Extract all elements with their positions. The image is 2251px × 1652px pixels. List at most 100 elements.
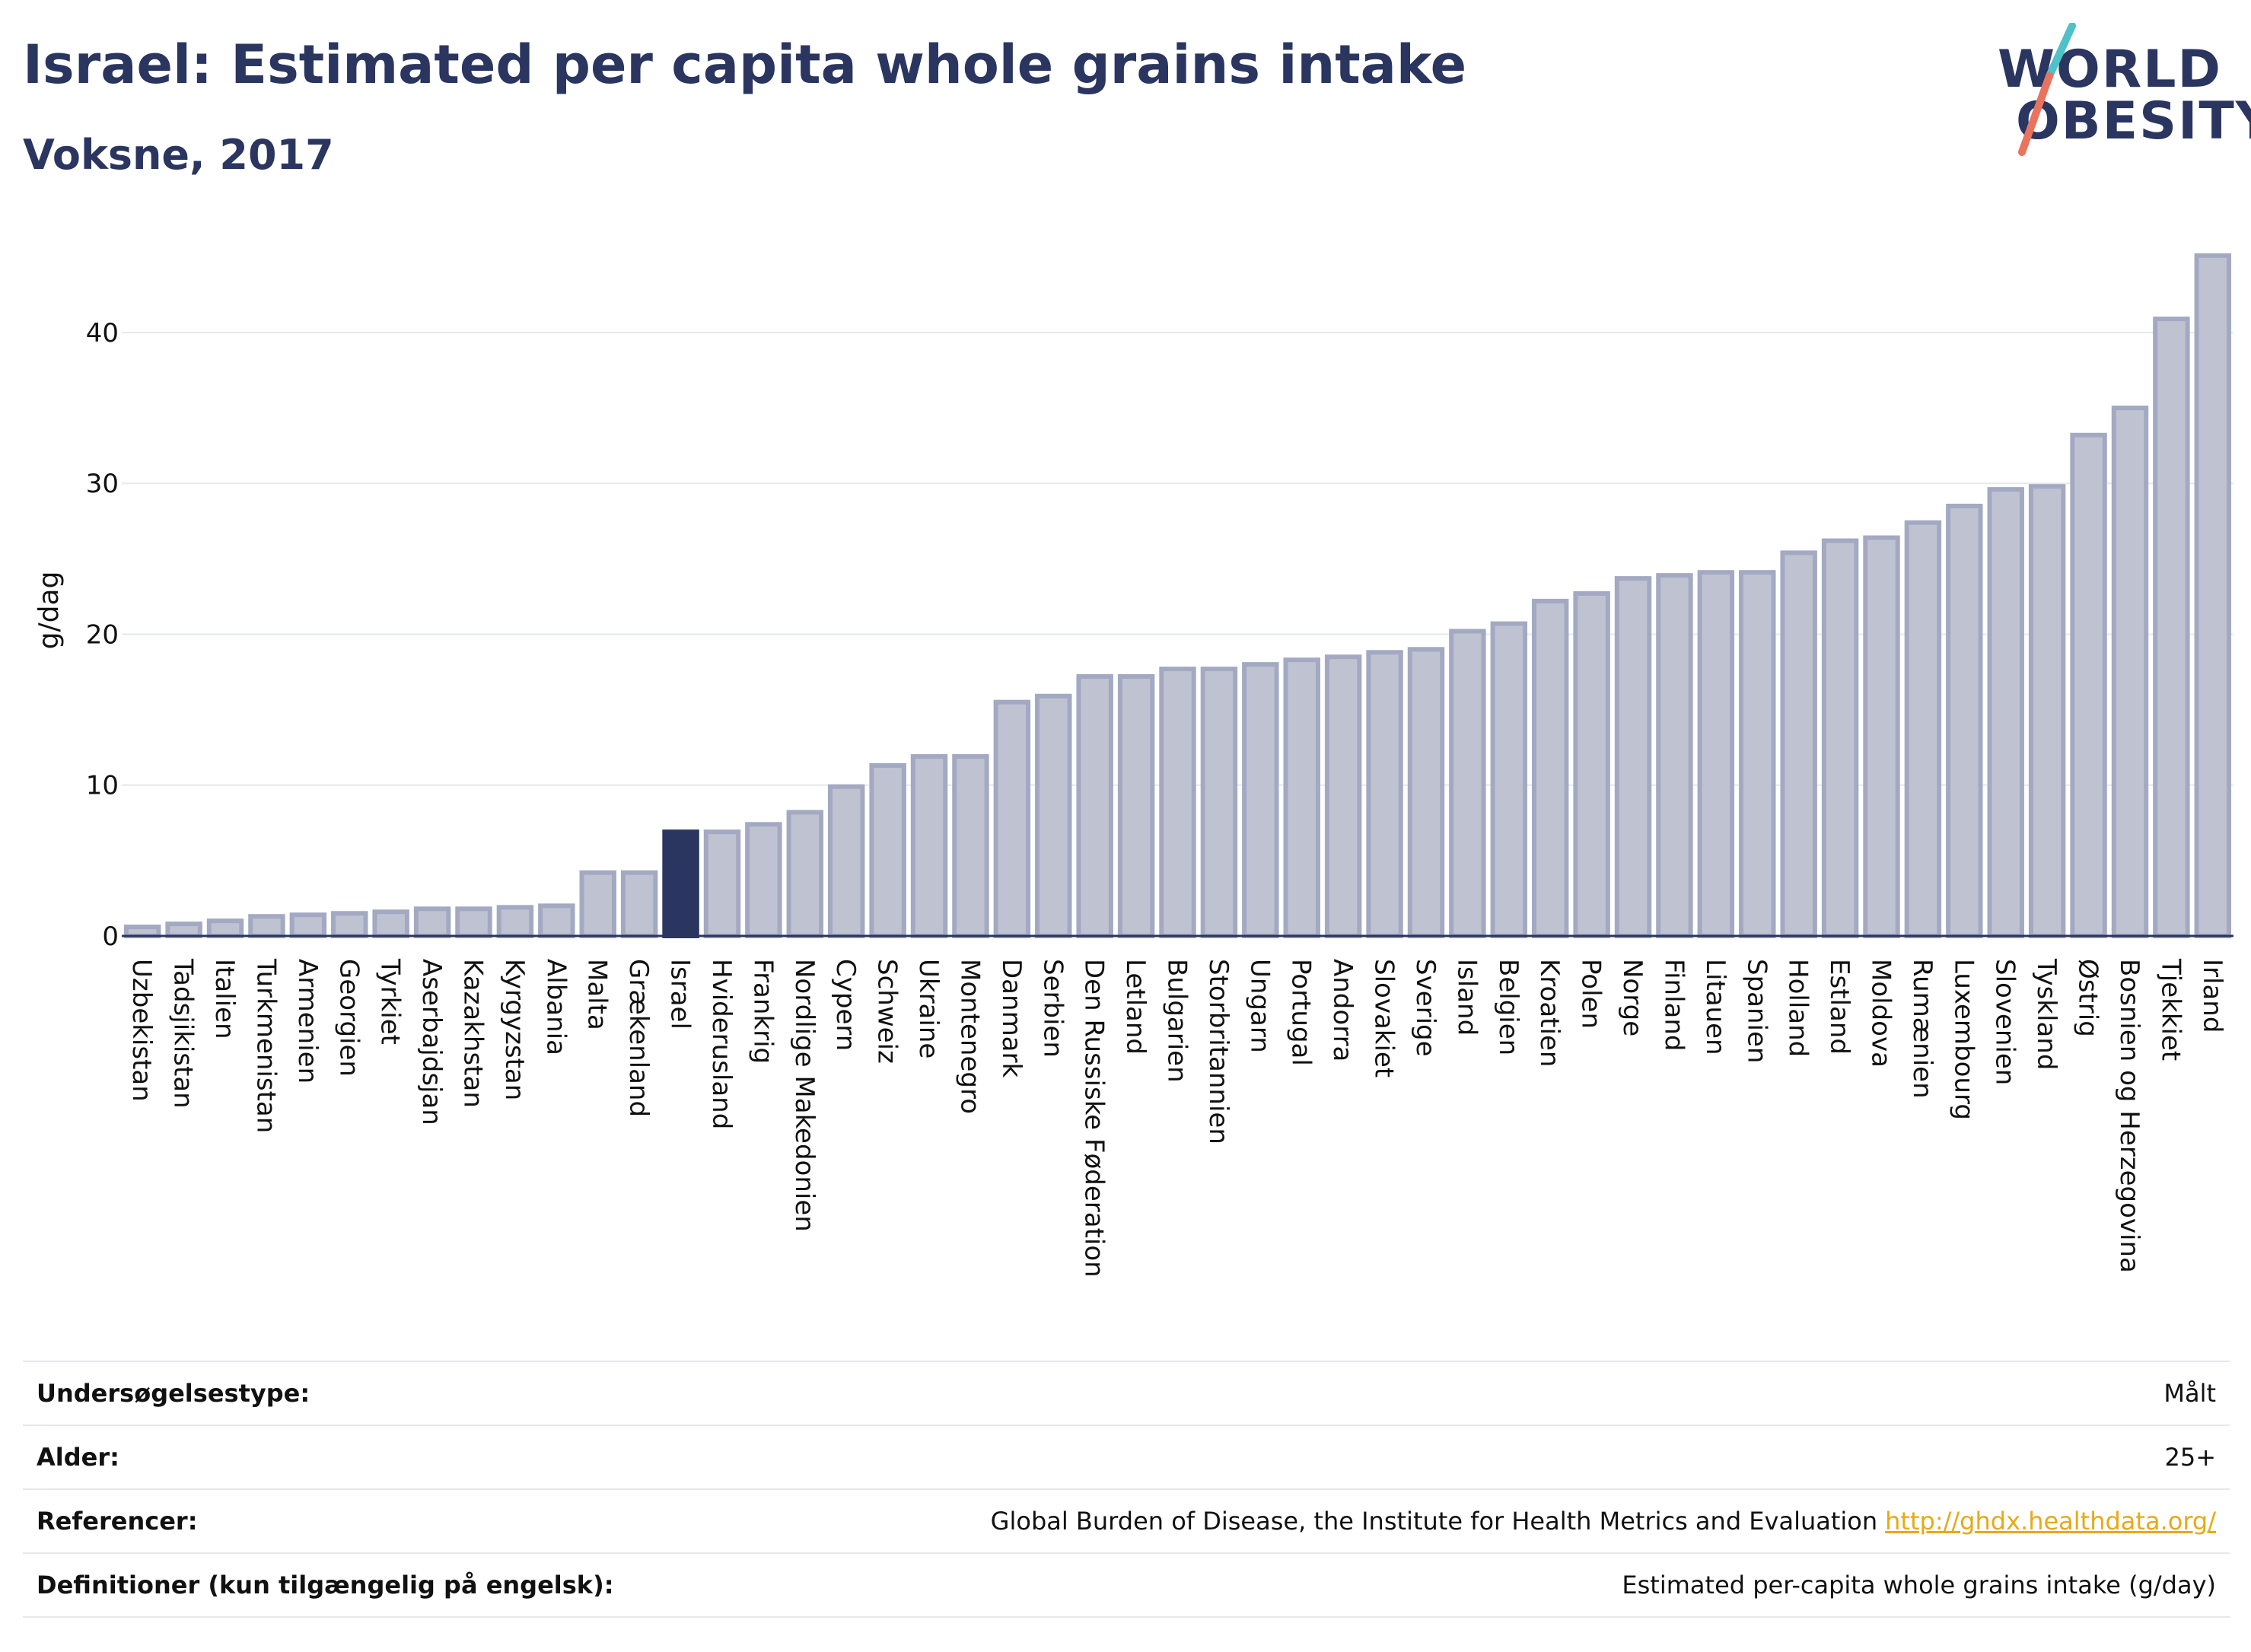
info-row-survey-type: Undersøgelsestype: Målt	[23, 1361, 2230, 1424]
bar-hviderusland	[703, 829, 741, 938]
x-tick-label: Armenien	[292, 959, 323, 1084]
bar-tjekkiet	[2153, 317, 2190, 938]
bar-finland	[1656, 573, 1693, 938]
world-obesity-logo: WORLD OBESITY	[1990, 23, 2251, 160]
bar-norge	[1614, 576, 1652, 939]
x-tick-label: Holland	[1783, 959, 1813, 1057]
bar-turkmenistan	[248, 914, 285, 938]
bar-tadsjikistan	[165, 921, 202, 939]
x-tick-label: Bosnien og Herzegovina	[2114, 959, 2144, 1273]
bar-polen	[1573, 590, 1610, 938]
x-tick-label: Tyskland	[2031, 958, 2062, 1070]
bar-frankrig	[745, 822, 782, 939]
info-table: Undersøgelsestype: Målt Alder: 25+ Refer…	[23, 1361, 2230, 1618]
bar-rumænien	[1904, 520, 1942, 938]
x-tick-label: Letland	[1120, 959, 1151, 1055]
x-tick-label: Italien	[209, 959, 240, 1039]
x-tick-label: Portugal	[1286, 959, 1317, 1066]
x-tick-label: Ukraine	[913, 959, 944, 1058]
bar-den-russiske-føderation	[1076, 673, 1113, 939]
x-tick-label: Aserbajdsjan	[416, 959, 447, 1125]
info-value: 25+	[2164, 1443, 2216, 1472]
x-tick-label: Israel	[665, 959, 696, 1030]
bar-letland	[1117, 673, 1155, 939]
bar-ukraine	[910, 754, 948, 939]
x-tick-label: Danmark	[996, 959, 1027, 1077]
bar-montenegro	[952, 754, 989, 939]
info-label: Referencer:	[37, 1507, 198, 1536]
x-tick-label: Belgien	[1493, 959, 1523, 1055]
info-label: Definitioner (kun tilgængelig på engelsk…	[37, 1571, 614, 1599]
x-tick-label: Spanien	[1741, 959, 1772, 1063]
bar-holland	[1780, 550, 1817, 939]
x-tick-label: Frankrig	[747, 959, 778, 1064]
bar-bosnien-og-herzegovina	[2111, 406, 2149, 938]
x-tick-label: Island	[1451, 959, 1482, 1036]
x-tick-label: Kazakhstan	[458, 959, 489, 1108]
bar-kroatien	[1531, 598, 1569, 938]
x-tick-label: Norge	[1617, 959, 1648, 1036]
bar-sverige	[1407, 647, 1445, 938]
y-tick-label: 30	[86, 469, 119, 499]
x-tick-label: Slovenien	[1990, 959, 2020, 1085]
bar-estland	[1821, 538, 1859, 938]
x-tick-label: Grækenland	[623, 959, 654, 1117]
logo-slash-icon	[2018, 23, 2076, 156]
y-tick-label: 40	[86, 318, 119, 349]
bar-andorra	[1324, 654, 1362, 939]
info-value: Global Burden of Disease, the Institute …	[990, 1507, 1878, 1536]
bar-israel	[662, 829, 699, 938]
info-row-references: Referencer: Global Burden of Disease, th…	[23, 1488, 2230, 1552]
bar-litauen	[1697, 570, 1735, 938]
bar-georgien	[331, 911, 368, 938]
x-tick-label: Luxembourg	[1948, 959, 1979, 1120]
x-tick-label: Moldova	[1866, 959, 1896, 1068]
x-tick-label: Irland	[2197, 959, 2227, 1033]
bar-aserbajdsjan	[413, 906, 451, 938]
y-axis-label: g/dag	[33, 571, 65, 650]
bar-chart: 0 10 20 30 40 g/dag Uzbekistan Tadsjikistan Ital…	[33, 253, 2233, 1278]
bar-cypern	[827, 784, 865, 938]
bar-island	[1449, 629, 1486, 939]
y-tick-label: 10	[86, 771, 119, 801]
info-value: Estimated per-capita whole grains intake…	[1622, 1571, 2216, 1599]
bar-schweiz	[869, 762, 906, 938]
bar-kyrgyzstan	[496, 905, 534, 939]
x-tick-label: Bulgarien	[1162, 959, 1192, 1083]
info-label: Undersøgelsestype:	[37, 1379, 310, 1408]
bar-uzbekistan	[123, 925, 161, 939]
x-tick-label: Turkmenistan	[250, 958, 281, 1133]
x-tick-label: Slovakiet	[1369, 959, 1399, 1077]
x-tick-label: Kroatien	[1534, 959, 1565, 1067]
bar-ungarn	[1242, 662, 1279, 938]
bar-serbien	[1035, 693, 1072, 938]
bar-italien	[206, 918, 244, 939]
x-tick-label: Tyrkiet	[375, 958, 406, 1045]
reference-link[interactable]: http://ghdx.healthdata.org/	[1885, 1507, 2216, 1536]
bar-grækenland	[620, 870, 658, 939]
y-tick-label: 20	[86, 619, 119, 650]
x-tick-label: Schweiz	[872, 959, 903, 1064]
x-tick-label: Cypern	[830, 959, 861, 1051]
bar-tyskland	[2028, 484, 2066, 938]
bar-belgien	[1490, 621, 1528, 938]
bar-storbritannien	[1200, 667, 1238, 938]
x-tick-label: Hviderusland	[706, 959, 737, 1129]
bar-danmark	[993, 699, 1031, 939]
bar-spanien	[1739, 570, 1776, 938]
logo-line1: WORLD	[1998, 40, 2222, 100]
bar-bulgarien	[1159, 667, 1196, 938]
logo-line2: OBESITY	[2016, 91, 2251, 151]
x-tick-label: Østrig	[2073, 959, 2103, 1037]
x-tick-label: Uzbekistan	[126, 959, 157, 1102]
bar-tyrkiet	[372, 909, 409, 939]
bar-moldova	[1863, 535, 1900, 938]
x-tick-label: Tjekkiet	[2155, 958, 2186, 1061]
x-tick-label: Serbien	[1037, 959, 1068, 1058]
x-tick-label: Montenegro	[954, 959, 985, 1114]
x-tick-label: Rumænien	[1907, 959, 1937, 1099]
x-tick-label: Storbritannien	[1203, 959, 1234, 1144]
x-tick-label: Estland	[1824, 959, 1855, 1055]
x-tick-label: Kyrgyzstan	[499, 959, 530, 1100]
x-tick-label: Ungarn	[1244, 959, 1275, 1053]
